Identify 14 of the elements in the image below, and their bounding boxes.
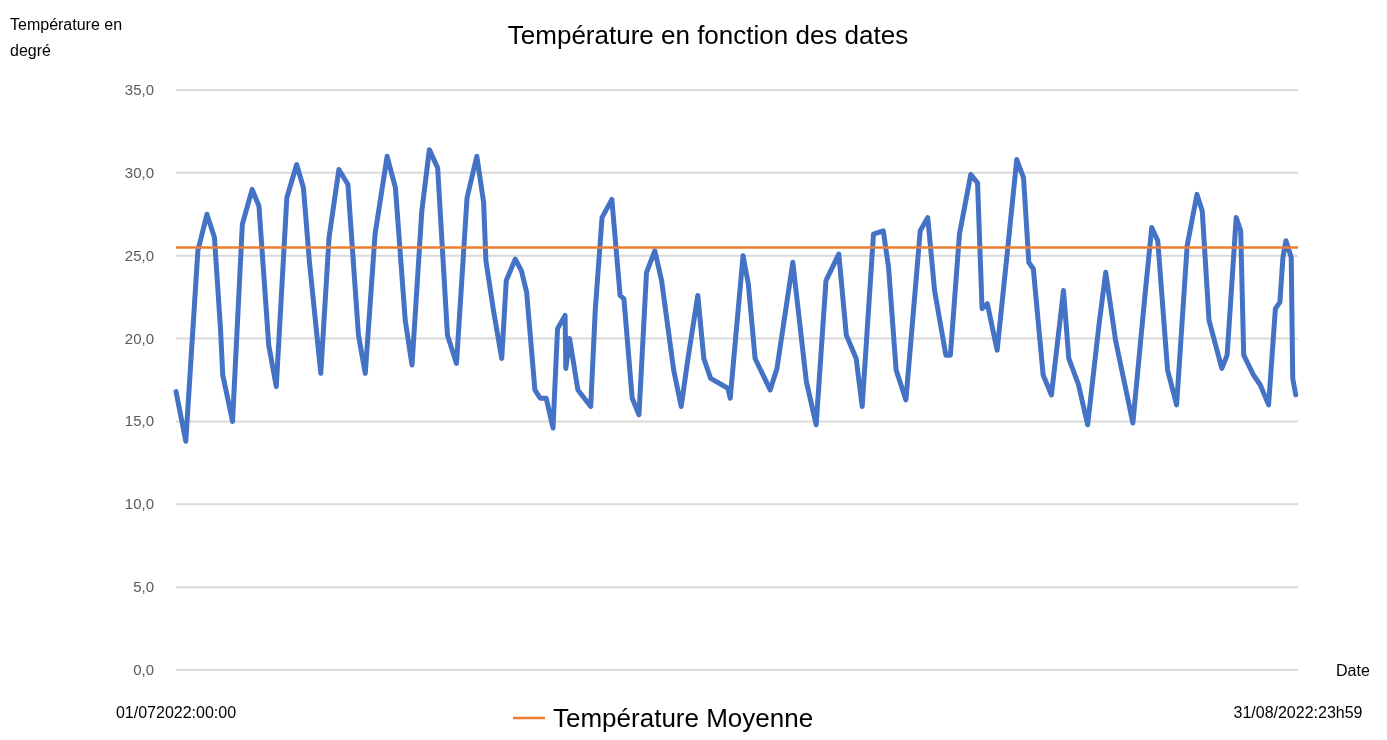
y-tick-label: 20,0 [124, 329, 154, 347]
y-tick-label: 5,0 [133, 578, 154, 596]
chart-title: Température en fonction des dates [507, 20, 909, 50]
x-axis-title: Date [1336, 662, 1370, 679]
y-axis-title: Température en degré [10, 16, 123, 59]
y-tick-label: 35,0 [124, 81, 154, 98]
y-tick-label: 10,0 [124, 495, 154, 513]
x-tick-label: 01/072022:00:00 [115, 704, 237, 721]
y-tick-label: 0,0 [133, 661, 154, 678]
y-tick-label: 15,0 [124, 412, 154, 430]
x-tick-label: 31/08/2022:23h59 [1233, 704, 1363, 721]
y-tick-label: 30,0 [124, 163, 154, 181]
legend-label: Température Moyenne [553, 703, 814, 733]
y-tick-label: 25,0 [124, 246, 154, 264]
